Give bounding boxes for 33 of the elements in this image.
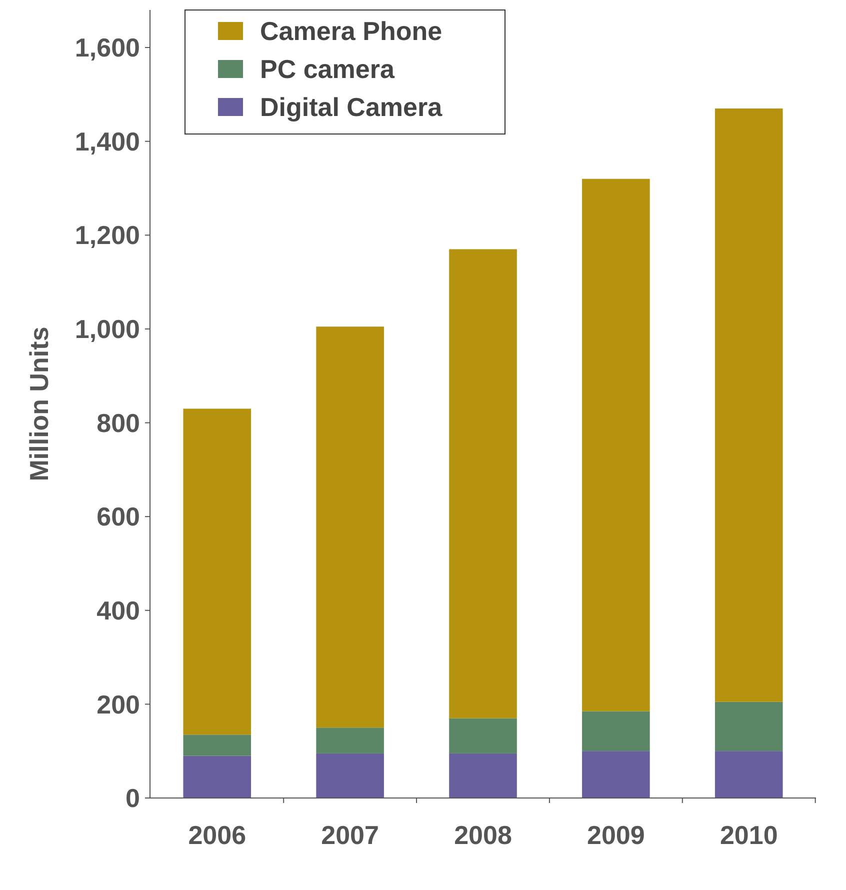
legend-label: PC camera [260, 54, 395, 84]
bar [316, 326, 384, 728]
y-tick-label: 200 [96, 689, 140, 720]
y-tick-label: 1,400 [74, 126, 140, 156]
bar [714, 108, 783, 702]
bar [316, 753, 384, 798]
y-tick-label: 600 [96, 502, 140, 532]
legend-label: Camera Phone [260, 16, 442, 46]
bar [582, 711, 650, 752]
bar [714, 751, 783, 798]
y-tick-label: 400 [96, 595, 140, 626]
bar [316, 728, 384, 754]
x-tick-label: 2010 [720, 820, 778, 850]
y-tick-label: 800 [96, 408, 140, 438]
y-tick-label: 1,000 [74, 314, 140, 344]
y-tick-label: 1,600 [74, 32, 140, 63]
legend-label: Digital Camera [260, 92, 443, 122]
bar [183, 408, 252, 735]
x-tick-label: 2007 [321, 820, 379, 850]
bar [582, 178, 650, 712]
y-tick-label: 0 [126, 783, 140, 814]
y-tick-label: 1,200 [74, 220, 140, 250]
bar [449, 753, 517, 798]
bar [183, 734, 252, 756]
x-tick-label: 2008 [454, 820, 512, 850]
bar [714, 702, 783, 752]
bar [449, 249, 517, 718]
bar [183, 756, 252, 798]
x-tick-label: 2009 [587, 820, 645, 850]
bar [582, 751, 650, 798]
x-tick-label: 2006 [188, 820, 246, 850]
bar [449, 718, 517, 754]
y-axis-title: Million Units [24, 326, 54, 482]
